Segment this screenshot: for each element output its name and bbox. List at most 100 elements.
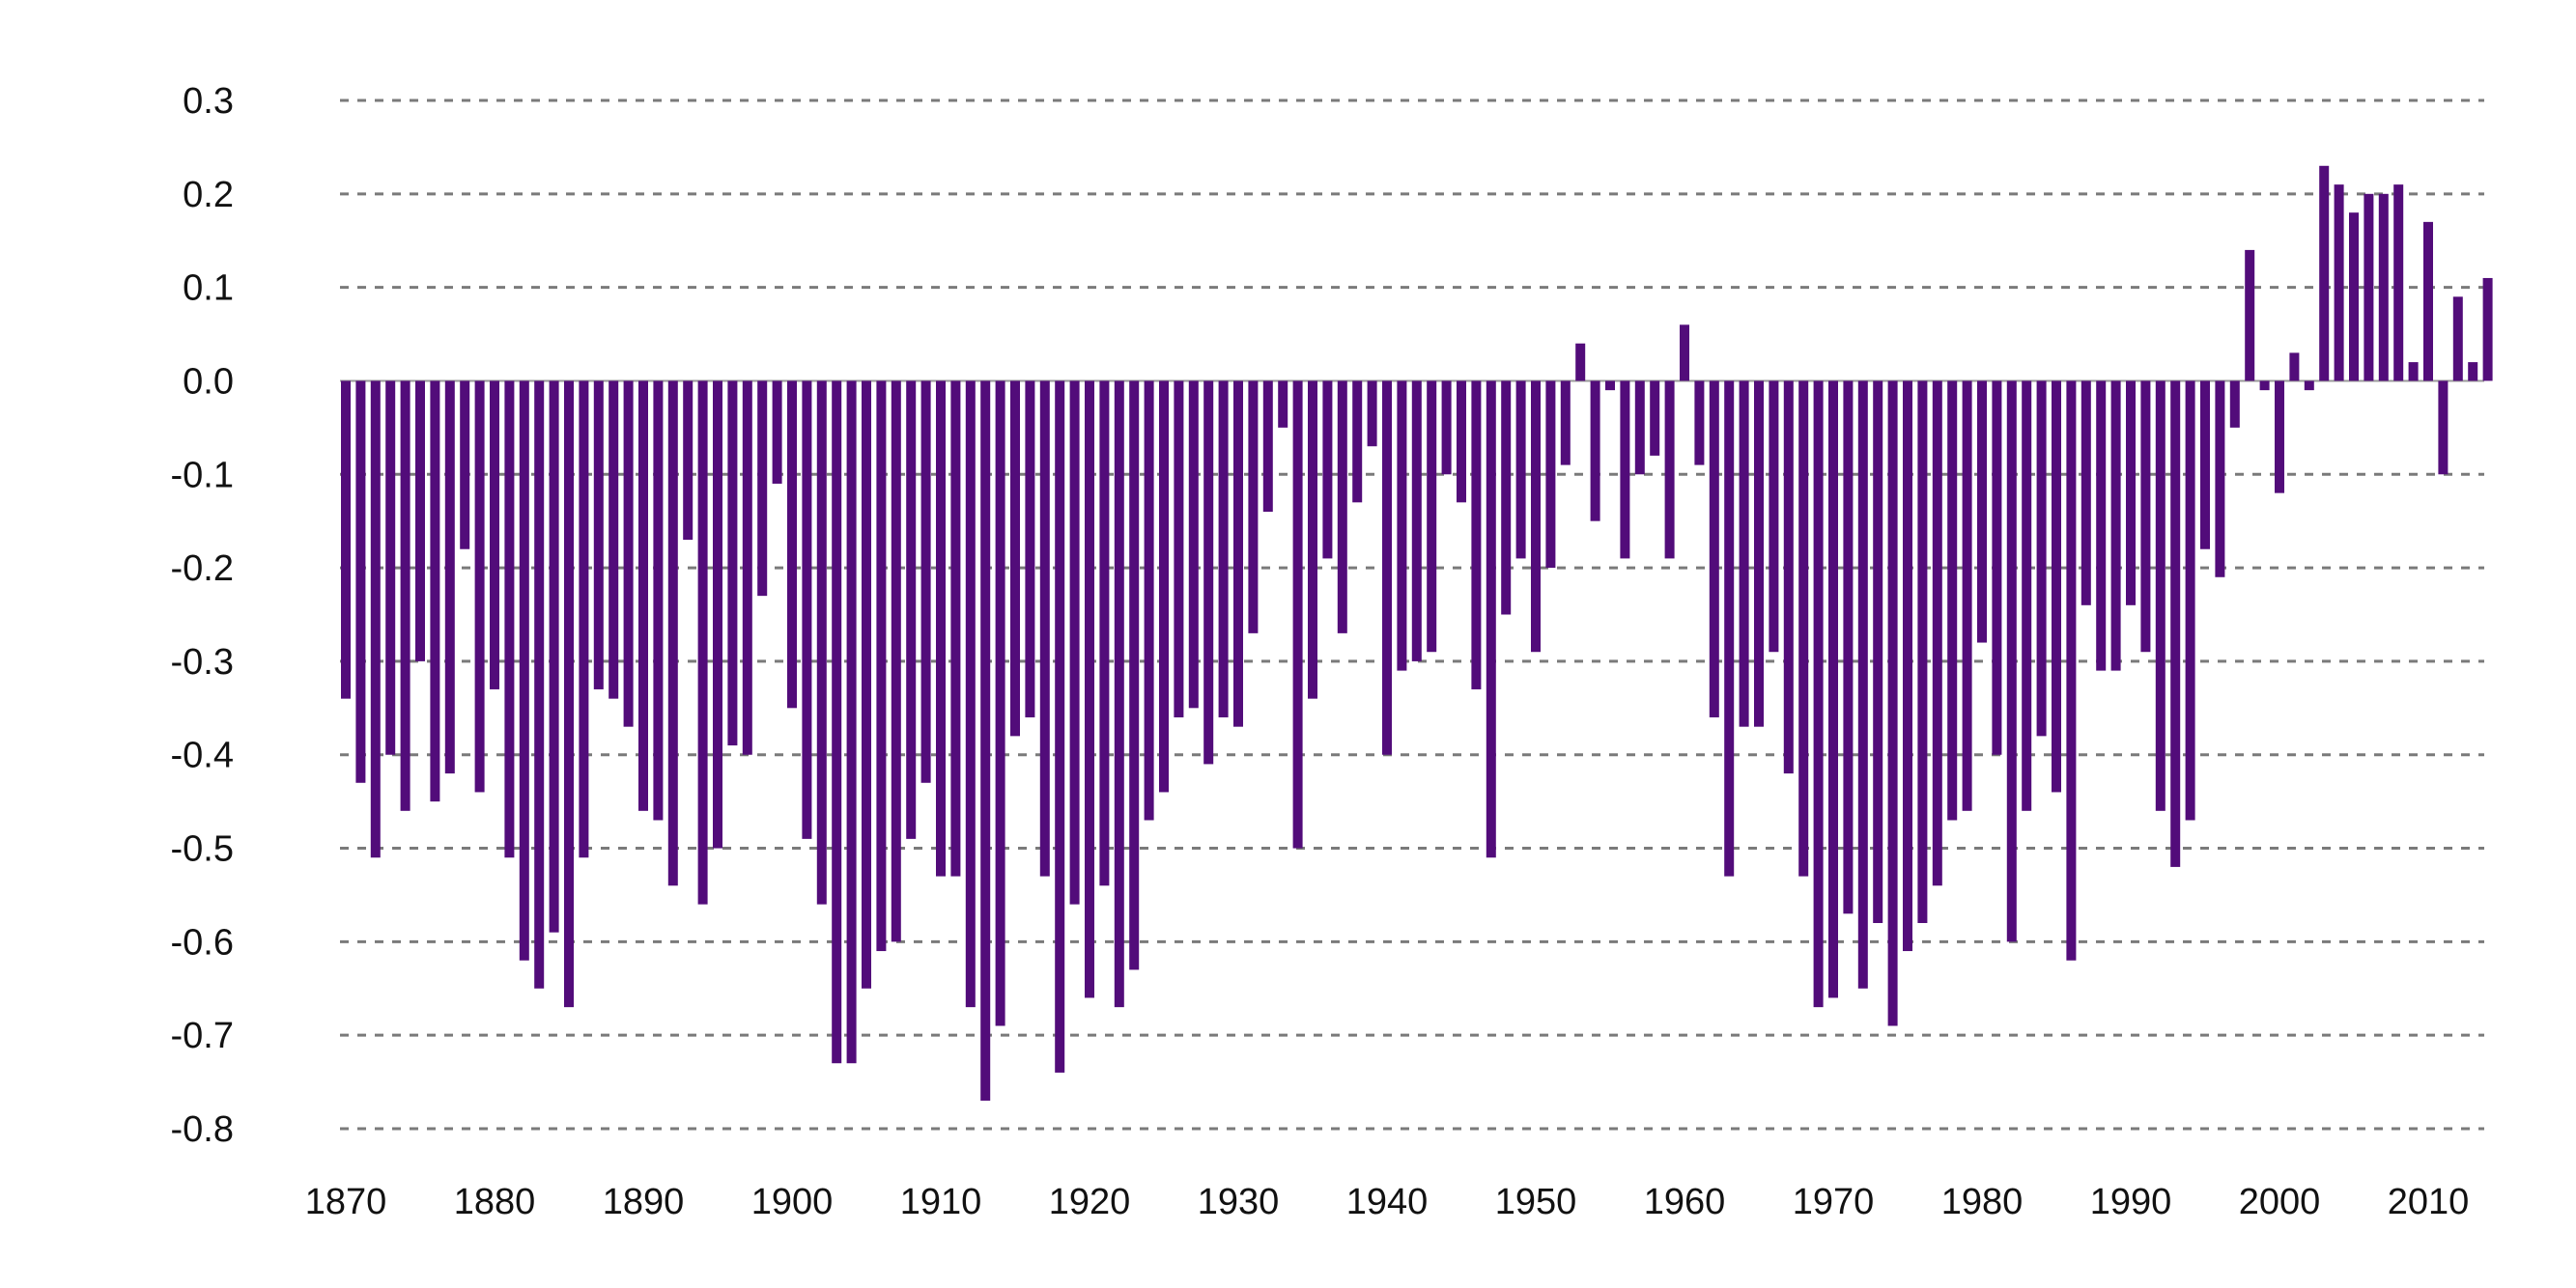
y-tick-label: -0.8 xyxy=(171,1109,234,1150)
x-tick-label: 1870 xyxy=(305,1182,387,1222)
bar-1972 xyxy=(1857,380,1868,989)
bar-1886 xyxy=(579,380,589,858)
bar-1955 xyxy=(1605,380,1615,391)
bar-1971 xyxy=(1843,380,1854,914)
bar-1885 xyxy=(564,380,574,1008)
bar-2001 xyxy=(2289,352,2300,381)
bar-1881 xyxy=(504,380,515,858)
bar-1978 xyxy=(1947,380,1958,821)
bar-1970 xyxy=(1828,380,1838,998)
bar-1883 xyxy=(534,380,545,989)
bar-1976 xyxy=(1917,380,1928,923)
bar-1941 xyxy=(1397,380,1407,671)
bar-1898 xyxy=(757,380,768,597)
bar-1899 xyxy=(772,380,782,484)
bar-1870 xyxy=(341,380,351,699)
bar-1953 xyxy=(1575,343,1586,381)
bar-1943 xyxy=(1427,380,1437,653)
x-axis-tick-labels: 1870 1880 1890 1900 1910 1920 1930 1940 1950 1960… xyxy=(305,1182,2470,1222)
bar-1946 xyxy=(1471,380,1482,689)
bar-1912 xyxy=(965,380,976,1008)
bar-1934 xyxy=(1292,380,1303,849)
x-tick-label: 1960 xyxy=(1644,1182,1726,1222)
bar-1954 xyxy=(1590,380,1600,521)
bar-2005 xyxy=(2349,212,2359,381)
y-tick-label: -0.5 xyxy=(171,829,234,870)
bar-1998 xyxy=(2245,249,2255,381)
bar-1933 xyxy=(1278,380,1288,428)
bar-1903 xyxy=(832,380,842,1064)
bar-1891 xyxy=(653,380,664,821)
bar-1916 xyxy=(1025,380,1035,717)
bar-1981 xyxy=(1992,380,2002,755)
bar-1875 xyxy=(415,380,425,661)
bar-1930 xyxy=(1233,380,1243,727)
y-tick-label: -0.4 xyxy=(171,736,234,776)
bar-1879 xyxy=(474,380,485,793)
y-tick-label: 0.2 xyxy=(183,175,234,215)
bar-1882 xyxy=(519,380,529,961)
bar-1914 xyxy=(995,380,1005,1026)
bar-1904 xyxy=(846,380,857,1064)
x-tick-label: 1980 xyxy=(1941,1182,2024,1222)
bar-1936 xyxy=(1322,380,1333,559)
bar-1909 xyxy=(920,380,931,783)
bar-1876 xyxy=(430,380,440,802)
bar-1900 xyxy=(787,380,797,709)
bar-2003 xyxy=(2319,165,2330,381)
x-tick-label: 1970 xyxy=(1793,1182,1875,1222)
bar-1887 xyxy=(593,380,604,689)
bar-1979 xyxy=(1962,380,1972,811)
bar-1975 xyxy=(1903,380,1912,952)
bar-2004 xyxy=(2334,184,2344,381)
bar-1906 xyxy=(876,380,887,952)
bar-1910 xyxy=(936,380,946,877)
bar-1963 xyxy=(1724,380,1735,877)
bar-2002 xyxy=(2304,380,2314,391)
y-tick-label: 0.3 xyxy=(183,81,234,122)
x-tick-label: 2010 xyxy=(2388,1182,2470,1222)
x-tick-label: 1950 xyxy=(1495,1182,1577,1222)
y-tick-label: -0.7 xyxy=(171,1016,234,1056)
bar-1939 xyxy=(1367,380,1377,447)
bar-1915 xyxy=(1010,380,1020,737)
bar-2014 xyxy=(2482,277,2493,381)
bar-1987 xyxy=(2081,380,2091,605)
bar-1974 xyxy=(1887,380,1898,1026)
bar-2013 xyxy=(2468,362,2478,381)
bar-1911 xyxy=(950,380,961,877)
y-tick-label: 0.0 xyxy=(183,361,234,402)
bar-1959 xyxy=(1664,380,1675,559)
y-tick-label: -0.2 xyxy=(171,548,234,589)
bar-1951 xyxy=(1545,380,1556,569)
bar-1968 xyxy=(1798,380,1809,877)
bar-1894 xyxy=(697,380,708,905)
bar-1924 xyxy=(1144,380,1154,821)
bar-1888 xyxy=(609,380,619,699)
bar-1956 xyxy=(1620,380,1630,559)
bar-1996 xyxy=(2215,380,2225,577)
bar-1874 xyxy=(400,380,410,811)
bar-1928 xyxy=(1203,380,1214,765)
bar-1896 xyxy=(727,380,738,746)
x-tick-label: 1930 xyxy=(1198,1182,1280,1222)
bar-1917 xyxy=(1039,380,1050,877)
bar-1931 xyxy=(1248,380,1259,633)
bar-1937 xyxy=(1337,380,1347,633)
bar-2009 xyxy=(2408,362,2419,381)
x-tick-label: 1920 xyxy=(1049,1182,1131,1222)
bar-1878 xyxy=(460,380,470,549)
bar-1960 xyxy=(1680,324,1689,381)
bar-1958 xyxy=(1650,380,1660,456)
x-tick-label: 1880 xyxy=(454,1182,536,1222)
bar-1927 xyxy=(1188,380,1199,709)
bar-1938 xyxy=(1352,380,1363,503)
bar-1905 xyxy=(862,380,871,989)
bar-1989 xyxy=(2110,380,2121,671)
bar-2010 xyxy=(2423,221,2433,381)
bar-1949 xyxy=(1515,380,1526,559)
bar-1944 xyxy=(1441,380,1452,475)
bar-1872 xyxy=(370,380,381,858)
bar-1991 xyxy=(2140,380,2151,653)
